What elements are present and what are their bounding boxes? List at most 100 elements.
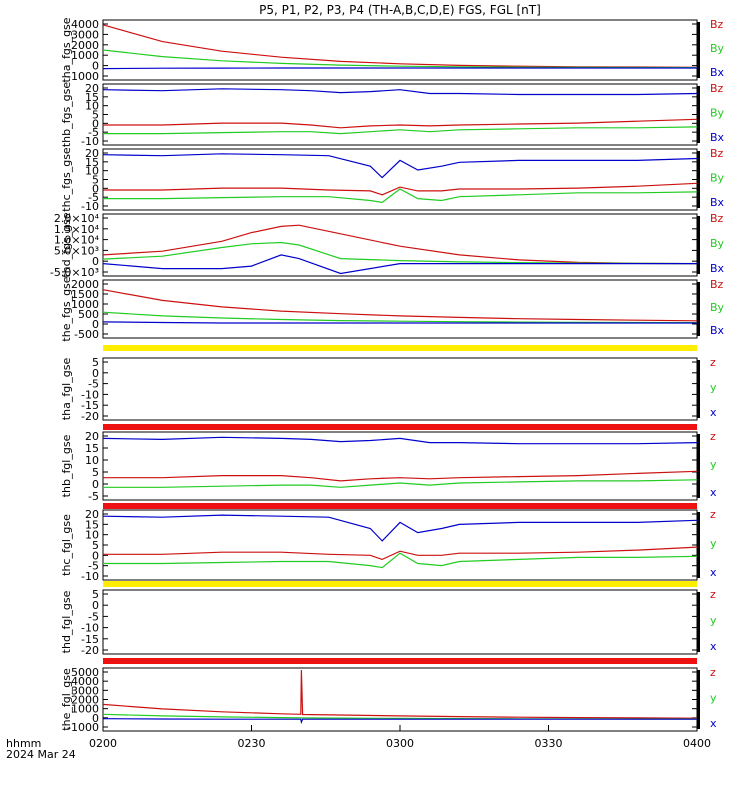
panel-frame [102,148,698,211]
xaxis-label-line1: hhmm [6,737,41,750]
ytick-label: -5 [88,560,99,573]
ytick-label: 0 [92,318,99,331]
ytick-label: -5 [88,490,99,503]
ytick-label: 20 [85,82,99,95]
series-line-Bz [102,289,698,322]
legend-label: By [710,107,725,120]
legend-label: x [710,566,717,579]
series-line-z [102,669,698,719]
ytick-label: 15 [85,442,99,455]
series-line-z [103,470,698,482]
legend-label: z [710,430,716,443]
ytick-label: 10 [85,100,99,113]
legend-label: Bx [710,262,725,275]
right-edge-marker [697,22,700,78]
ytick-label: 0 [92,599,99,612]
xtick-label: 0200 [89,737,117,750]
ytick-label: 4000 [71,18,99,31]
ytick-label: 20 [85,147,99,160]
ytick-label: 2.0×10⁴ [54,212,100,225]
ytick-label: -5 [88,610,99,623]
legend-label: Bx [710,196,725,209]
series-line-x [102,436,698,445]
ytick-label: 1000 [71,298,99,311]
xaxis-label-line2: 2024 Mar 24 [6,748,76,761]
series-line-y [103,479,698,488]
ytick-label: 5 [92,588,99,601]
ytick-label: -20 [81,644,99,657]
status-bar [103,503,697,509]
legend-label: By [710,237,725,250]
ytick-label: 500 [78,308,99,321]
series-line-Bz [103,118,698,129]
legend-label: By [710,42,725,55]
legend-label: z [710,356,716,369]
ytick-label: 20 [85,430,99,443]
series-line-Bx [102,254,697,275]
panel-thd-fgs-gse: 2.0×10⁴1.5×10⁴1.0×10⁴5.0×10³0-5.0×10³thd… [50,212,725,279]
ytick-label: -10 [81,570,99,583]
legend-label: z [710,508,716,521]
ylabel: the_fgs_gse [60,276,73,341]
ytick-label: 1000 [71,49,99,62]
ylabel: the_fgl_gse [60,668,73,731]
ytick-label: 5 [92,466,99,479]
panel-frame [102,667,698,732]
right-edge-marker [697,282,700,336]
ytick-label: -10 [81,622,99,635]
panel-frame [102,357,698,421]
status-bar [103,581,697,587]
ytick-label: 1.0×10⁴ [54,234,100,247]
time-axis: 0200 0230 0300 0330 0400 [89,725,711,750]
ytick-label: -10 [81,200,99,213]
ytick-label: 2000 [71,694,99,707]
legend-label: Bx [710,324,725,337]
panel-frame [102,431,698,501]
ylabel: thb_fgl_gse [60,434,73,497]
ylabel: thc_fgs_gse [60,147,73,212]
legend-label: Bz [710,147,724,160]
right-edge-marker [697,434,700,498]
panel-frame [102,589,698,655]
ytick-label: 0 [92,182,99,195]
panel-tha-fgl-gse: 50-5-10-15-20 tha_fgl_gse zyx [60,356,717,423]
right-edge-marker [697,151,700,208]
ylabel: thd_fgs_gse [60,212,73,278]
status-bar [103,424,697,430]
ytick-label: 5.0×10³ [54,244,99,257]
ytick-label: 1000 [71,703,99,716]
right-edge-marker [697,592,700,652]
empty-panel-bars [103,345,697,664]
ylabel: thc_fgl_gse [60,514,73,576]
right-edge-marker [697,86,700,143]
ytick-label: -20 [81,410,99,423]
figure-title: P5, P1, P2, P3, P4 (TH-A,B,C,D,E) FGS, F… [259,3,541,17]
ytick-label: -5 [88,378,99,391]
legend-label: By [710,172,725,185]
ytick-label: -500 [74,328,99,341]
xtick-label: 0400 [683,737,711,750]
ytick-label: 15 [85,518,99,531]
ytick-label: -10 [81,388,99,401]
right-edge-marker [697,670,700,729]
ylabel: tha_fgs_gse [60,17,73,82]
ytick-label: 10 [85,165,99,178]
legend-label: Bx [710,131,725,144]
series-line-By [103,126,698,135]
legend-label: z [710,588,716,601]
legend-label: z [710,666,716,679]
ytick-label: -5.0×10³ [50,266,99,279]
legend-label: By [710,301,725,314]
series-line-Bz [103,182,698,196]
ytick-label: -1000 [67,70,99,83]
ylabel: tha_fgl_gse [60,358,73,421]
series-line-Bx [102,321,697,324]
ytick-label: 10 [85,454,99,467]
ytick-label: -1000 [67,721,99,734]
ytick-label: 10 [85,529,99,542]
